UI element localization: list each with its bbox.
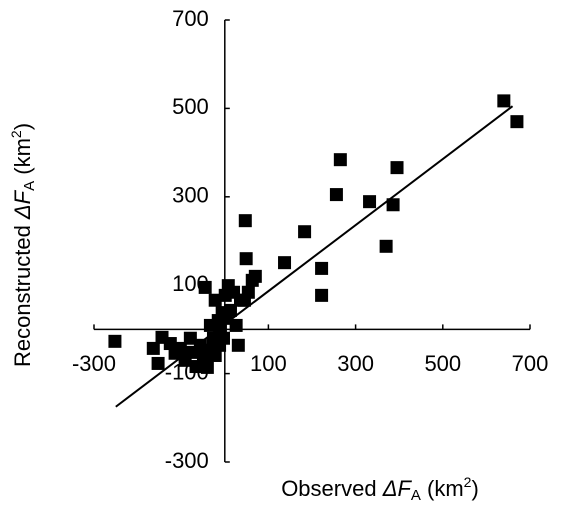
y-tick-label: -300 [165, 448, 209, 473]
point [238, 214, 252, 228]
x-tick-label: 500 [424, 351, 461, 376]
x-axis-label: Observed ΔFA (km2) [281, 474, 479, 504]
point [151, 356, 165, 370]
point [198, 280, 212, 294]
point [329, 188, 343, 202]
point [315, 288, 329, 302]
point [315, 261, 329, 275]
point [229, 318, 243, 332]
x-tick-label: 700 [512, 351, 549, 376]
point [333, 153, 347, 167]
x-tick-label: 300 [337, 351, 374, 376]
point [379, 239, 393, 253]
y-tick-label: 700 [172, 6, 209, 31]
trend-line [115, 105, 514, 408]
x-tick-label: -300 [72, 351, 116, 376]
point [386, 198, 400, 212]
y-tick-label: 500 [172, 94, 209, 119]
point [231, 338, 245, 352]
point [298, 225, 312, 239]
point [200, 360, 214, 374]
y-axis-label: Reconstructed ΔFA (km2) [8, 123, 38, 367]
point [203, 318, 217, 332]
point [146, 341, 160, 355]
point [216, 331, 230, 345]
x-tick-label: 100 [250, 351, 287, 376]
point [390, 161, 404, 175]
point [108, 334, 122, 348]
point [497, 94, 511, 108]
point [363, 195, 377, 209]
point [208, 348, 222, 362]
y-tick-label: 300 [172, 183, 209, 208]
point [278, 256, 292, 270]
point [208, 293, 222, 307]
point [173, 341, 187, 355]
point [241, 285, 255, 299]
point [183, 331, 197, 345]
point [248, 269, 262, 283]
point [193, 338, 207, 352]
point [239, 252, 253, 266]
point [510, 115, 524, 129]
